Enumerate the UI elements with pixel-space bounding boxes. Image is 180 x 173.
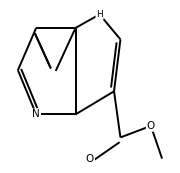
Text: H: H [96, 10, 103, 19]
Text: N: N [32, 109, 40, 119]
Text: O: O [86, 154, 94, 164]
Text: O: O [147, 121, 155, 131]
